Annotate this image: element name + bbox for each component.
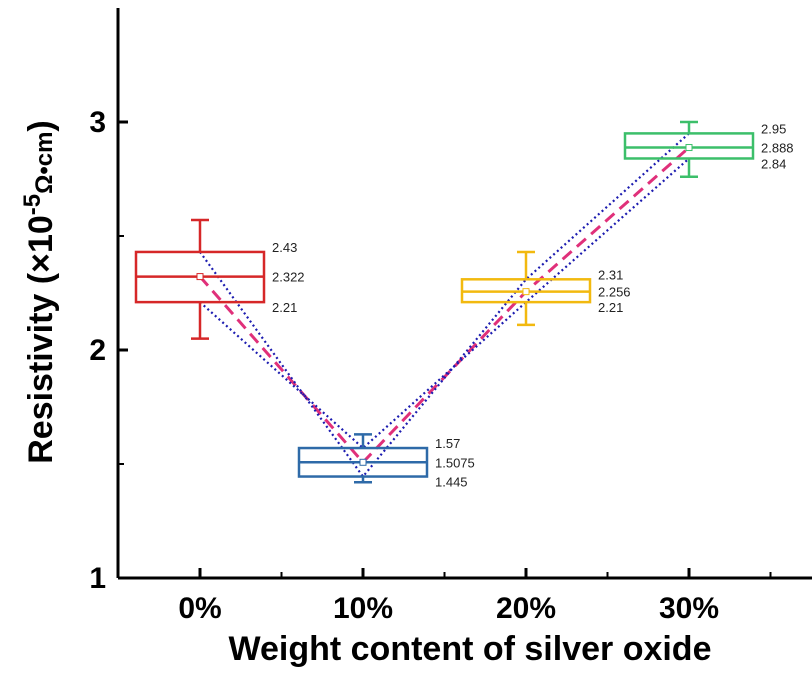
y-axis-title-suffix: ) [22, 120, 60, 131]
x-tick-label: 10% [333, 592, 393, 625]
x-tick-label: 30% [659, 592, 719, 625]
box-30% [623, 120, 755, 178]
trend-line-bound [199, 157, 690, 450]
y-tick-label: 3 [89, 106, 106, 139]
value-label: 2.256 [598, 285, 631, 300]
x-tick-label: 0% [178, 592, 221, 625]
value-label: 2.322 [272, 270, 305, 285]
mean-marker [196, 273, 204, 281]
value-label: 1.445 [435, 475, 468, 490]
box-body [623, 132, 755, 160]
box-0% [134, 218, 266, 340]
value-label: 2.31 [598, 267, 623, 282]
y-tick-label: 2 [89, 334, 106, 367]
value-label: 2.21 [272, 300, 297, 315]
trend-lines [198, 132, 690, 479]
box-value-labels: 2.432.3222.211.571.50751.4452.312.2562.2… [272, 121, 794, 489]
value-label: 2.95 [761, 121, 786, 136]
trend-line-bound [199, 132, 690, 479]
box-20% [460, 250, 592, 327]
box-10% [297, 433, 429, 484]
y-tick-label: 1 [89, 562, 106, 595]
value-label: 1.57 [435, 436, 460, 451]
mean-marker [522, 288, 530, 296]
value-label: 2.21 [598, 300, 623, 315]
value-label: 2.888 [761, 141, 794, 156]
y-axis-title-exponent: -5 [19, 194, 46, 215]
y-axis-title: Resistivity (×10-5Ω•cm) [19, 120, 60, 464]
y-axis-title-prefix: Resistivity (×10 [22, 215, 60, 464]
x-tick-label: 20% [496, 592, 556, 625]
mean-marker [359, 458, 367, 466]
mean-marker [685, 144, 693, 152]
value-label: 2.84 [761, 156, 786, 171]
y-axis-title-unit: Ω•cm [31, 132, 58, 194]
value-label: 1.5075 [435, 455, 475, 470]
value-label: 2.43 [272, 240, 297, 255]
box-plots [134, 120, 755, 484]
x-axis-title: Weight content of silver oxide [229, 630, 712, 668]
